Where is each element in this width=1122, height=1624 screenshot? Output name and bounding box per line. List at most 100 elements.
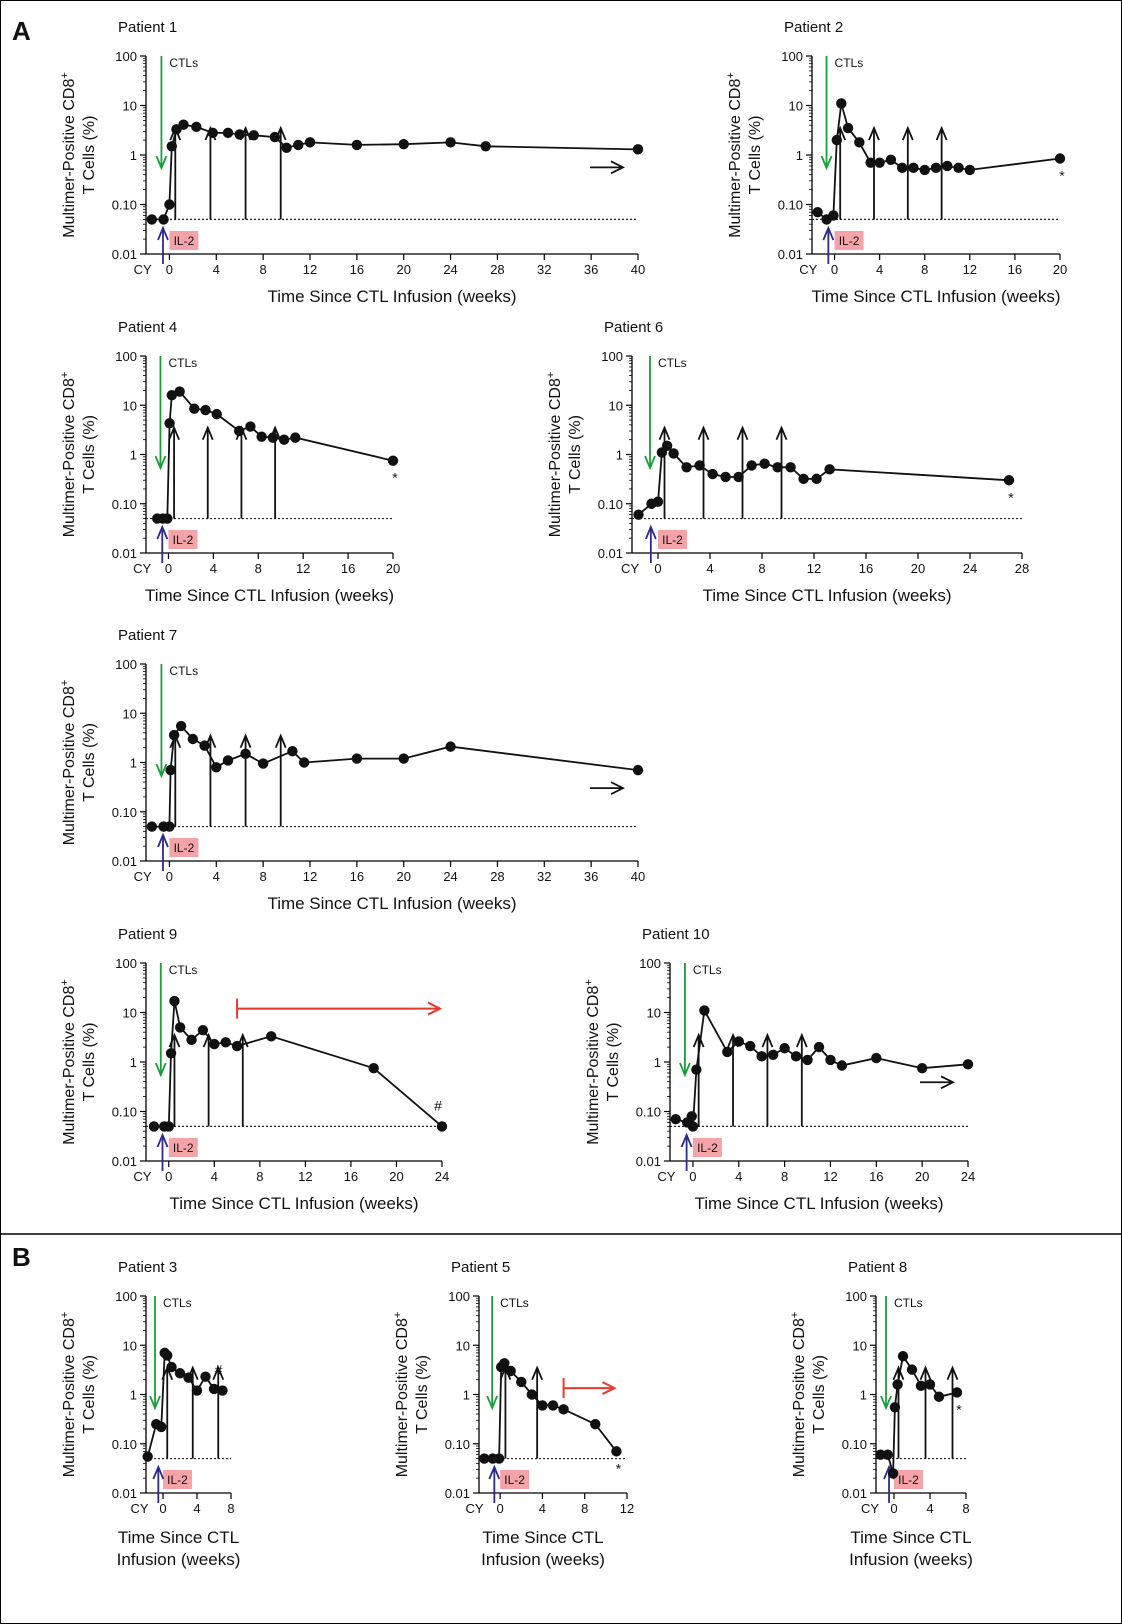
y-axis-label-line2: T Cells (%)	[747, 116, 764, 195]
dose-arrow	[697, 425, 710, 519]
data-point	[146, 214, 158, 225]
x-tick-label: 8	[581, 1501, 588, 1516]
data-point	[398, 753, 409, 764]
dose-arrow	[901, 125, 914, 220]
y-tick-label: 100	[448, 1289, 470, 1304]
il2-label: IL-2	[174, 234, 195, 248]
data-point	[772, 462, 783, 473]
x-tick-label: 0	[165, 561, 172, 576]
data-point	[162, 1350, 173, 1361]
data-point	[633, 509, 644, 520]
data-point	[281, 142, 292, 153]
data-point	[547, 1400, 559, 1411]
cy-arrow	[488, 1464, 501, 1503]
data-point	[942, 160, 953, 172]
data-point	[882, 1449, 893, 1460]
data-point	[368, 1062, 379, 1074]
y-tick-label: 1	[130, 1388, 137, 1403]
chart-patient-5: Patient 5 0.01 0.10 1 10 100 0 4 8 12 CY Multimer-P…	[392, 1259, 634, 1569]
x-tick-label: 16	[341, 561, 355, 576]
data-point	[733, 471, 744, 483]
chart-patient-4: Patient 4 0.01 0.10 1 10 100 0 4 8 12 16 20 CY Multim…	[59, 319, 400, 605]
end-annotation: #	[434, 1097, 442, 1113]
il2-box: IL-2	[894, 1470, 923, 1489]
chart-patient-9: Patient 9 0.01 0.10 1 10 100 0 4 8 12 16 20 24 CY Mult…	[59, 926, 449, 1213]
series-line	[154, 1000, 443, 1128]
x-axis-label: Time Since CTL Infusion (weeks)	[267, 287, 516, 306]
data-point	[694, 460, 705, 471]
x-tick-label: 4	[735, 1169, 742, 1184]
x-tick-label: 20	[396, 262, 410, 277]
y-axis-label-line2: T Cells (%)	[81, 1355, 98, 1434]
data-point	[759, 458, 770, 469]
data-point	[720, 471, 731, 483]
x-tick-label: 20	[1053, 262, 1067, 277]
y-tick-label: 0.10	[778, 198, 803, 213]
data-point	[813, 1041, 825, 1053]
data-point	[896, 162, 908, 174]
x-tick-label: 8	[260, 262, 267, 277]
end-annotation: *	[392, 470, 398, 486]
x-tick-label: 8	[256, 1169, 263, 1184]
data-point	[670, 1113, 681, 1125]
y-tick-label: 0.10	[445, 1437, 470, 1452]
x-tick-label: 24	[443, 262, 457, 277]
data-point	[174, 1368, 186, 1379]
x-axis-label: Time Since CTL Infusion (weeks)	[811, 287, 1060, 306]
data-point	[930, 162, 942, 174]
x-tick-label: 40	[631, 262, 645, 277]
data-point	[906, 1364, 918, 1375]
data-point	[516, 1376, 527, 1388]
x-axis-label: Time Since CTL Infusion (weeks)	[169, 1194, 418, 1213]
data-point	[257, 758, 269, 769]
x-tick-label: 12	[823, 1169, 837, 1184]
dose-arrow	[274, 733, 287, 827]
data-point	[197, 1024, 209, 1036]
dose-arrow	[168, 425, 180, 519]
data-point	[1054, 153, 1066, 164]
y-tick-label: 1	[130, 756, 137, 771]
il2-label: IL-2	[898, 1473, 919, 1487]
data-point	[908, 162, 919, 174]
y-tick-label: 1	[654, 1055, 661, 1070]
data-point	[854, 137, 865, 148]
dose-arrow	[935, 125, 948, 220]
y-tick-label: 0.10	[112, 198, 137, 213]
y-tick-label: 1	[130, 448, 137, 463]
y-axis-label: Multimer-Positive CD8+	[392, 1312, 411, 1478]
x-axis-label-line2: Infusion (weeks)	[481, 1550, 605, 1569]
y-axis-label: Multimer-Positive CD8+	[59, 979, 78, 1145]
x-tick-label: 20	[915, 1169, 929, 1184]
data-point	[953, 162, 964, 174]
ctl-label: CTLs	[163, 1296, 192, 1310]
data-point	[865, 157, 876, 168]
y-tick-label: 0.10	[636, 1105, 661, 1120]
data-point	[836, 1060, 848, 1071]
y-tick-label: 100	[115, 1289, 137, 1304]
x-tick-label: 24	[443, 869, 457, 884]
x-tick-label: 4	[539, 1501, 546, 1516]
data-point	[387, 455, 399, 466]
y-axis-label-line2: T Cells (%)	[567, 415, 584, 494]
data-point	[632, 764, 644, 776]
cy-arrow	[152, 1464, 165, 1503]
dose-arrow	[795, 1032, 808, 1127]
data-point	[266, 1031, 277, 1042]
ongoing-arrow	[590, 160, 626, 175]
x-tick-label: 0	[166, 869, 173, 884]
cy-label: CY	[657, 1169, 675, 1184]
data-point	[142, 1451, 153, 1462]
il2-box: IL-2	[168, 530, 198, 549]
y-tick-label: 100	[115, 49, 137, 64]
il2-box: IL-2	[658, 530, 687, 549]
il2-label: IL-2	[173, 1141, 194, 1155]
data-point	[146, 821, 158, 832]
data-point	[558, 1404, 569, 1415]
data-point	[175, 720, 187, 732]
cy-label: CY	[799, 262, 817, 277]
data-point	[163, 1121, 174, 1132]
data-point	[162, 513, 173, 524]
x-tick-label: 28	[1015, 561, 1029, 576]
chart-patient-3: Patient 3 0.01 0.10 1 10 100 0 4 8 CY Multimer-Pos…	[59, 1259, 240, 1569]
